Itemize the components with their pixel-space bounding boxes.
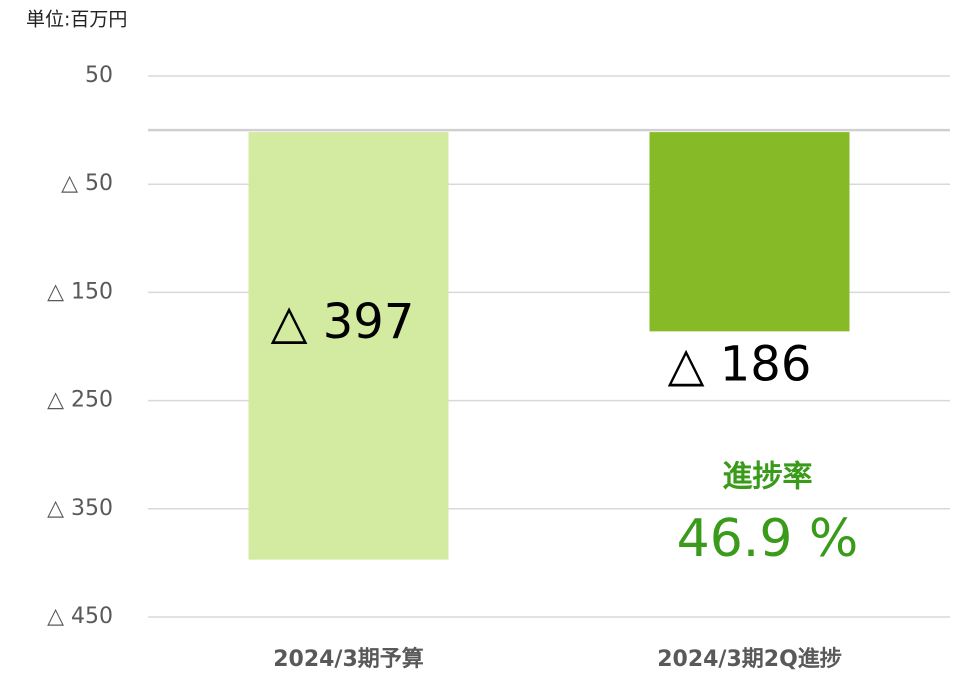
y-tick-label: △ 350 (47, 496, 113, 521)
bar (248, 132, 449, 560)
y-tick-label: △ 50 (61, 171, 113, 196)
y-tick-label: △ 150 (47, 279, 113, 304)
value-label: △ 397 (271, 294, 415, 350)
annotation: 進捗率 (723, 460, 813, 495)
unit-label: 単位:百万円 (26, 9, 127, 31)
value-label: △ 186 (668, 336, 812, 392)
bar (649, 132, 850, 332)
x-tick-label: 2024/3期予算 (273, 646, 424, 672)
x-tick-label: 2024/3期2Q進捗 (657, 647, 842, 672)
annotation: 46.9 % (677, 509, 859, 569)
y-tick-label: △ 450 (47, 604, 113, 629)
y-tick-label: △ 250 (47, 388, 113, 413)
y-tick-label: 50 (85, 63, 113, 88)
